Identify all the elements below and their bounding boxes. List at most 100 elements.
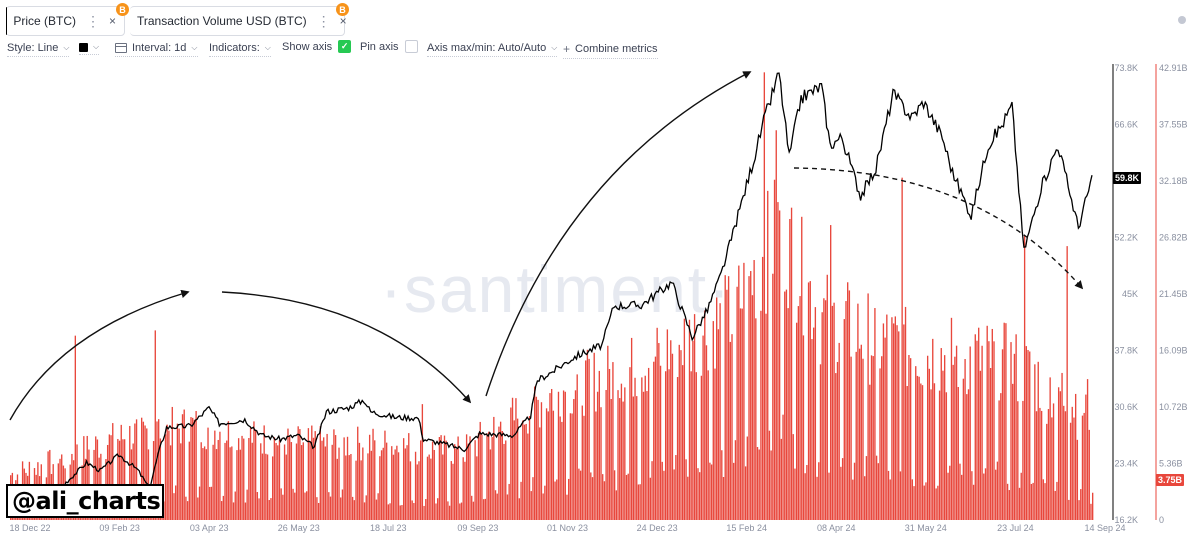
chevron-down-icon: ⌵	[264, 43, 271, 52]
volume-bar	[294, 492, 296, 520]
volume-bar	[1061, 372, 1063, 520]
volume-bar	[129, 425, 131, 520]
volume-bar	[945, 392, 948, 520]
color-select[interactable]: ⌵	[79, 42, 100, 55]
volume-bar	[547, 411, 549, 520]
volume-tick-label: 5.36B	[1159, 459, 1183, 469]
volume-bar	[367, 453, 369, 520]
indicators-select[interactable]: Indicators: ⌵	[209, 42, 271, 57]
volume-bar	[106, 444, 109, 520]
volume-bar	[1083, 412, 1085, 520]
volume-bar	[719, 303, 721, 520]
settings-dot-icon[interactable]	[1170, 8, 1194, 32]
volume-bar	[709, 462, 711, 520]
volume-bar	[630, 337, 633, 520]
style-select[interactable]: Style: Line ⌵	[7, 42, 70, 57]
volume-bar	[673, 469, 675, 520]
volume-bar	[345, 455, 347, 520]
volume-bar	[879, 368, 881, 520]
volume-bar	[428, 454, 430, 520]
volume-bar	[198, 486, 201, 520]
volume-bar	[261, 453, 264, 520]
more-icon[interactable]: ⋮	[85, 12, 100, 29]
volume-bar	[1044, 483, 1046, 520]
show-axis-toggle[interactable]: Show axis ✓	[282, 40, 352, 55]
volume-bar	[123, 439, 126, 520]
pin-axis-checkbox[interactable]	[404, 40, 418, 53]
volume-bar	[772, 273, 774, 520]
volume-bar	[443, 435, 446, 520]
volume-bar	[220, 501, 223, 520]
volume-bar	[778, 210, 781, 521]
chevron-down-icon: ⌵	[93, 42, 100, 51]
pin-axis-toggle[interactable]: Pin axis	[360, 40, 418, 55]
interval-select[interactable]: Interval: 1d ⌵	[115, 42, 198, 57]
volume-bar	[1076, 439, 1079, 520]
volume-bar	[789, 218, 791, 521]
volume-bar	[874, 308, 876, 520]
volume-bar	[964, 359, 966, 520]
volume-bar	[200, 442, 202, 520]
volume-bar	[733, 462, 735, 520]
volume-bar	[300, 445, 303, 520]
chevron-down-icon: ⌵	[551, 43, 558, 52]
volume-bar	[978, 327, 980, 520]
volume-bar	[355, 460, 357, 520]
volume-bar	[920, 383, 922, 520]
volume-bar	[414, 451, 417, 520]
volume-tick-label: 0	[1159, 515, 1164, 525]
close-icon[interactable]: ×	[339, 14, 347, 28]
volume-bar	[249, 427, 252, 520]
close-icon[interactable]: ×	[108, 14, 116, 28]
volume-bar	[607, 345, 609, 520]
volume-bar	[750, 271, 752, 520]
volume-bar	[823, 298, 825, 520]
volume-bar	[362, 447, 364, 520]
author-signature: @ali_charts	[6, 484, 164, 518]
volume-bar	[576, 374, 578, 520]
volume-bar	[819, 364, 822, 520]
volume-bar	[389, 503, 391, 520]
combine-metrics-button[interactable]: + Combine metrics	[563, 42, 658, 59]
volume-bar	[1013, 353, 1016, 520]
volume-bar	[537, 399, 539, 520]
volume-bar	[1008, 490, 1010, 520]
volume-bar	[183, 409, 185, 520]
volume-bar	[664, 371, 667, 520]
volume-bar	[925, 482, 927, 520]
volume-bar	[292, 488, 294, 520]
volume-bar	[620, 383, 623, 520]
more-icon[interactable]: ⋮	[316, 12, 331, 29]
volume-bar	[516, 418, 519, 520]
volume-bar	[397, 452, 400, 520]
tab-price-btc[interactable]: Price (BTC) ⋮ × B	[6, 3, 129, 36]
volume-bar	[175, 485, 177, 520]
tab-transaction-volume[interactable]: Transaction Volume USD (BTC) ⋮ × B	[130, 3, 349, 36]
volume-bar	[357, 426, 359, 520]
volume-bar	[341, 489, 344, 520]
volume-bar	[425, 499, 427, 520]
volume-bar	[1063, 405, 1065, 520]
volume-bar	[192, 417, 194, 520]
volume-bar	[209, 486, 211, 520]
volume-bar	[1049, 377, 1051, 520]
volume-bar	[659, 365, 662, 520]
volume-bar	[164, 434, 167, 520]
volume-bar	[590, 472, 592, 520]
volume-bar	[110, 435, 112, 520]
volume-bar	[382, 447, 384, 520]
volume-bar	[217, 439, 219, 520]
volume-bar	[437, 498, 439, 520]
show-axis-checkbox[interactable]: ✓	[338, 40, 352, 53]
volume-bar	[1056, 481, 1058, 520]
annotations	[9, 71, 1084, 421]
volume-bar	[1020, 472, 1022, 520]
volume-bar	[188, 441, 190, 520]
volume-bar	[289, 436, 291, 520]
volume-bar	[971, 471, 973, 520]
axis-maxmin-label: Axis max/min: Auto/Auto	[427, 42, 547, 54]
axis-maxmin-select[interactable]: Axis max/min: Auto/Auto ⌵	[427, 42, 558, 57]
volume-bar	[845, 301, 847, 520]
volume-bar	[474, 440, 476, 520]
volume-bar	[430, 458, 432, 520]
